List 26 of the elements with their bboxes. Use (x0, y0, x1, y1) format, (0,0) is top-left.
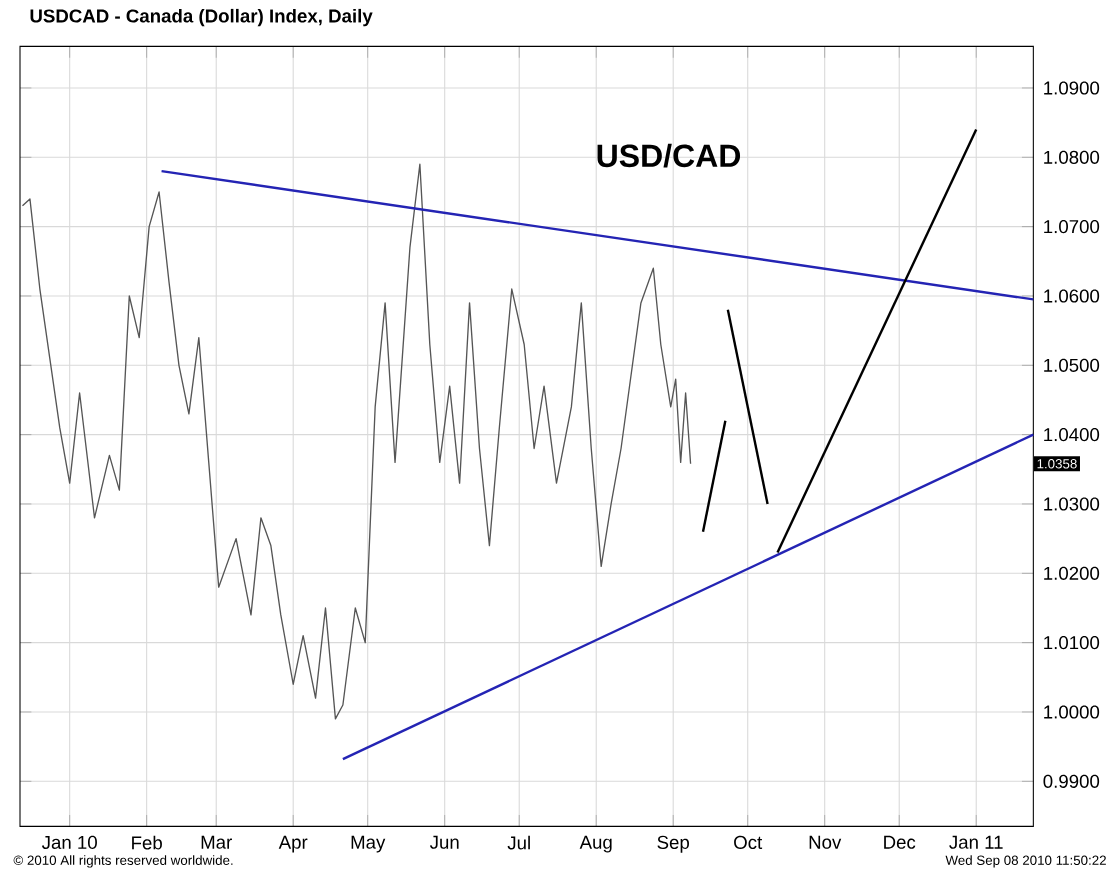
x-tick-label: Feb (132, 835, 162, 850)
x-tick-label: Dec (884, 835, 916, 849)
y-tick-label: 1.0100 (1044, 635, 1100, 650)
y-tick-label: 0.9900 (1043, 774, 1100, 788)
x-tick-label: Jan 10 (41, 835, 97, 849)
x-tick-label: Jan 11 (949, 835, 1003, 849)
x-tick-label: Sep (657, 835, 690, 853)
y-tick-label: 1.0700 (1044, 219, 1100, 234)
y-tick-label: 1.0600 (1044, 289, 1100, 303)
x-tick-label: Aug (579, 835, 612, 853)
x-tick-label: Jul (507, 835, 530, 850)
x-tick-label: Nov (809, 835, 842, 849)
chart-title: USDCAD - Canada (Dollar) Index, Daily (30, 8, 373, 27)
y-tick-label: 1.0300 (1044, 497, 1100, 511)
x-tick-label: Oct (734, 835, 763, 849)
y-tick-label: 1.0000 (1044, 705, 1100, 719)
annotation: USD/CAD (597, 143, 741, 168)
y-tick-label: 1.0500 (1044, 358, 1100, 372)
x-tick-label: Jun (429, 835, 459, 849)
y-tick-label: 1.0200 (1044, 566, 1100, 580)
x-tick-label: Mar (201, 835, 232, 849)
y-tick-label: 1.0900 (1044, 81, 1100, 95)
x-tick-label: Apr (278, 835, 308, 853)
y-tick-label: 1.0400 (1044, 427, 1100, 442)
x-tick-label: May (351, 835, 386, 853)
y-tick-label: 1.0800 (1044, 150, 1100, 164)
